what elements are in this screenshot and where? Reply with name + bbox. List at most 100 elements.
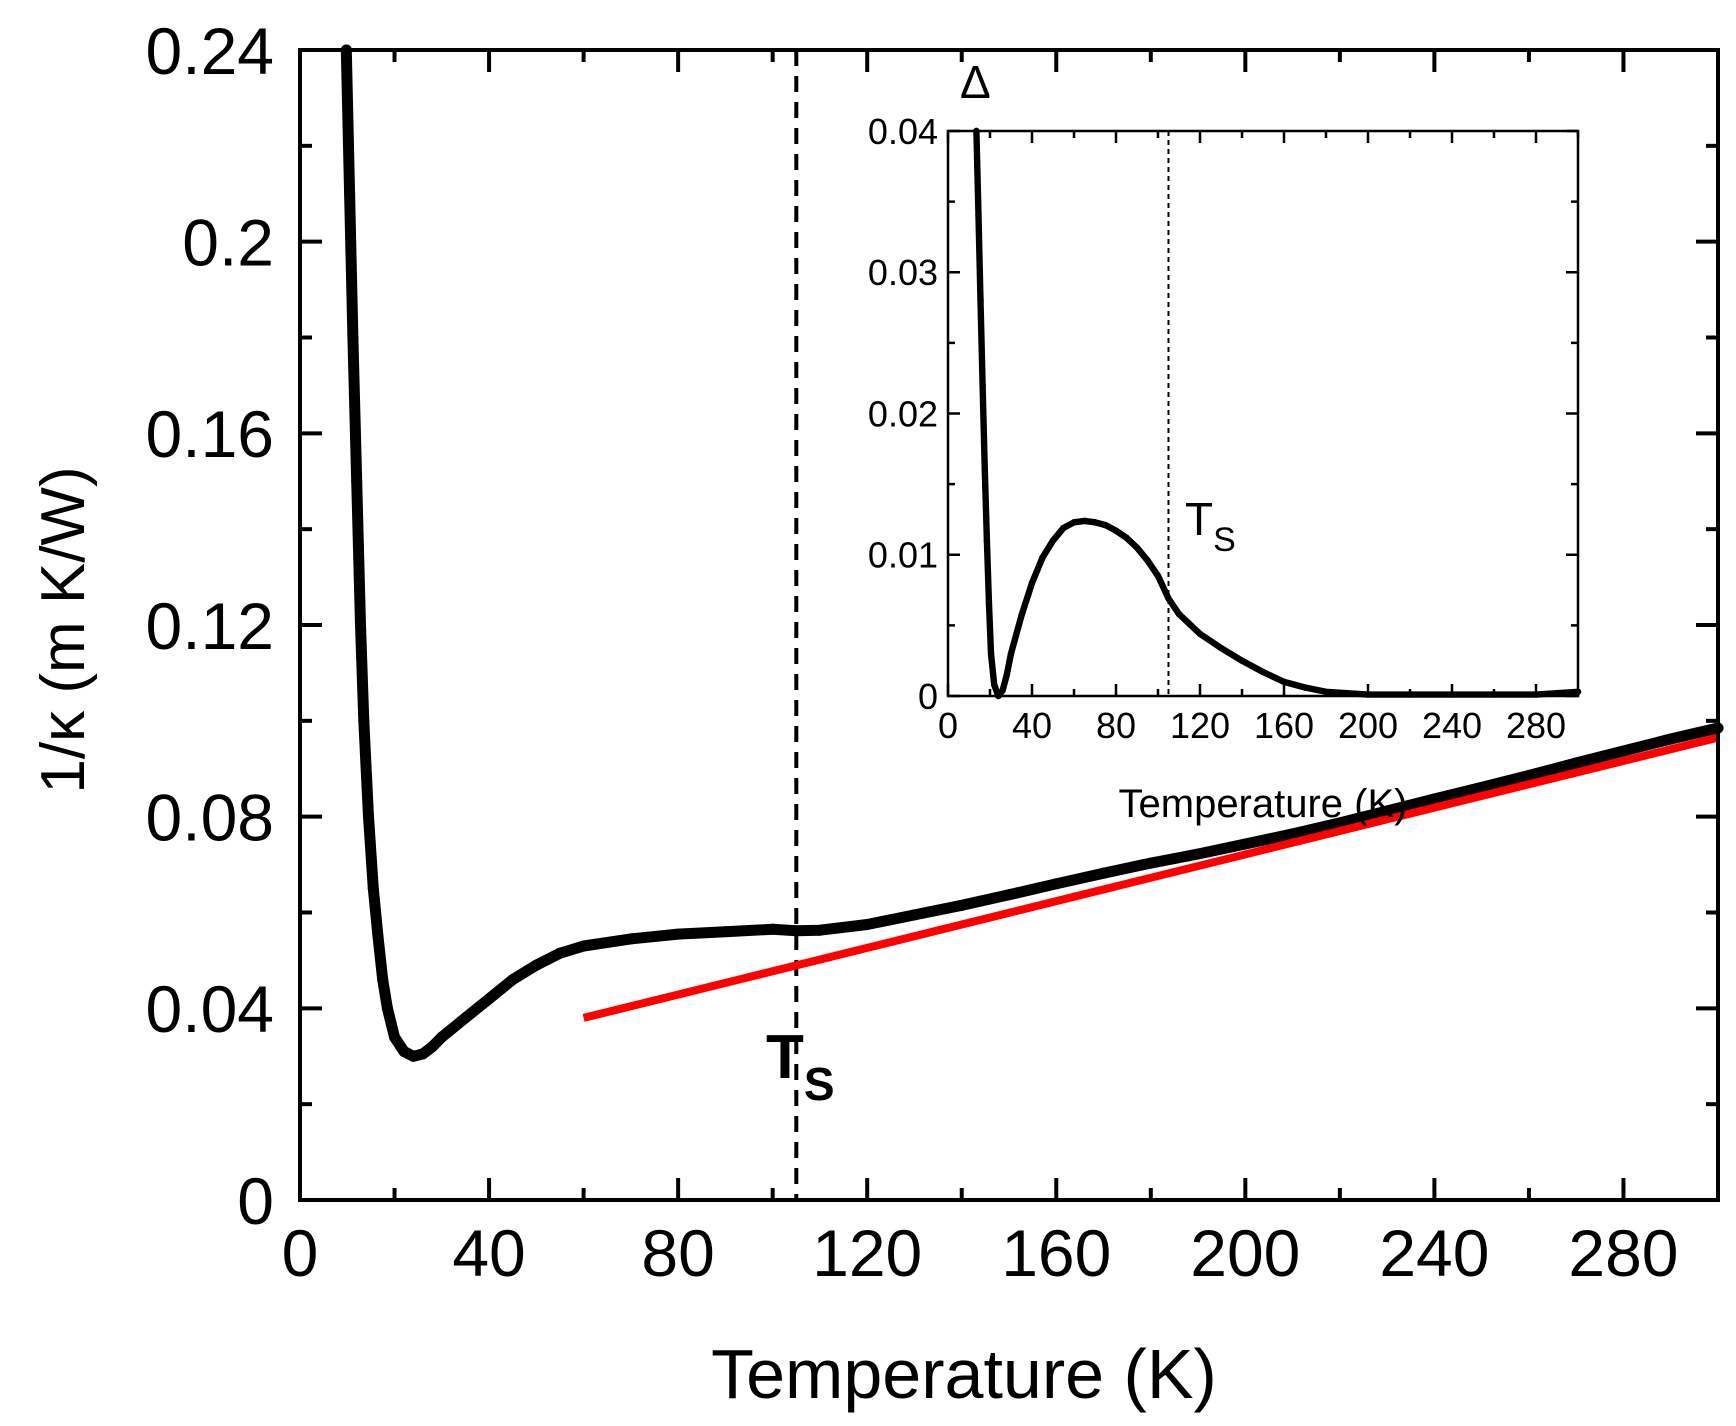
inset-data-point xyxy=(1060,524,1067,532)
inset-data-point xyxy=(1133,544,1141,551)
main-x-tick-label: 160 xyxy=(1001,1216,1111,1290)
main-data-point xyxy=(351,475,363,487)
main-x-tick-label: 0 xyxy=(282,1216,319,1290)
main-data-trace xyxy=(340,44,1724,1062)
inset-data-point xyxy=(1007,650,1015,657)
main-data-point xyxy=(358,715,370,727)
inset-y-tick-label: 0.02 xyxy=(868,393,938,434)
main-data-point xyxy=(554,947,566,959)
inset-data-point xyxy=(1112,527,1120,534)
inset-x-tick-label: 200 xyxy=(1338,705,1398,746)
inset-data-point xyxy=(987,650,995,657)
inset-x-axis-label: Temperature (K) xyxy=(1119,782,1408,826)
main-data-point xyxy=(1287,828,1299,840)
inset-data-point xyxy=(1102,521,1109,529)
inset-data-point xyxy=(1081,517,1088,525)
main-ts-label: TS xyxy=(766,1023,835,1110)
main-x-tick-label: 40 xyxy=(452,1216,525,1290)
main-axes: 0 40 80 120 160 200 240 280 0 0.04 0.08 0.12 0.16 0.2… xyxy=(146,14,1720,1290)
main-data-point xyxy=(956,899,968,911)
main-y-tick-label: 0.16 xyxy=(146,397,274,471)
inset-panel-label: Δ xyxy=(960,56,991,108)
main-data-point xyxy=(367,883,379,895)
inset-x-tick-label: 160 xyxy=(1254,705,1314,746)
inset-ts-subscript: S xyxy=(1213,521,1236,559)
main-data-point xyxy=(814,924,826,936)
main-data-point xyxy=(1145,857,1157,869)
inset-data-point xyxy=(975,212,982,219)
main-data-point xyxy=(719,926,731,938)
inset-data-point xyxy=(977,297,984,304)
main-x-tick-label: 80 xyxy=(641,1216,714,1290)
main-y-axis-label: 1/κ (m K/W) xyxy=(29,466,98,793)
inset-ts-letter: T xyxy=(1185,493,1213,545)
main-data-point xyxy=(355,619,367,631)
inset-x-tick-label: 40 xyxy=(1012,705,1052,746)
inset-data-point xyxy=(1018,612,1025,619)
main-x-axis-label: Temperature (K) xyxy=(711,1335,1217,1413)
inset-data-point xyxy=(1259,668,1267,676)
inset-data-point xyxy=(979,382,986,389)
inset-data-point xyxy=(1039,554,1046,561)
main-data-point xyxy=(377,974,389,986)
inset-data-point xyxy=(1301,684,1309,691)
main-data-point xyxy=(1334,817,1346,829)
main-data-point xyxy=(1098,867,1110,879)
inset-y-tick-label: 0.01 xyxy=(868,535,938,576)
main-y-tick-label: 0.12 xyxy=(146,589,274,663)
inset-x-tick-label: 240 xyxy=(1422,705,1482,746)
main-data-point xyxy=(363,811,375,823)
main-data-point xyxy=(625,933,637,945)
main-data-point xyxy=(1381,805,1393,817)
inset-data-point xyxy=(1175,610,1183,618)
inset-y-tick-label: 0 xyxy=(918,676,938,717)
main-y-tick-label: 0.2 xyxy=(182,205,274,279)
inset-x-tick-label: 120 xyxy=(1170,705,1230,746)
main-y-tick-label: 0.24 xyxy=(146,14,274,88)
inset-data-point xyxy=(1003,671,1010,679)
main-data-point xyxy=(1665,733,1677,745)
main-data-point xyxy=(1523,769,1535,781)
main-data-point xyxy=(407,1050,419,1062)
main-x-tick-label: 120 xyxy=(812,1216,922,1290)
main-data-point xyxy=(1003,889,1015,901)
inset-data-point xyxy=(1028,579,1036,587)
inset-ts-label: TS xyxy=(1185,493,1236,559)
inset-data-point xyxy=(1049,537,1057,544)
inset-x-tick-label: 0 xyxy=(938,705,958,746)
main-data-point xyxy=(389,1031,401,1043)
main-data-point xyxy=(459,1012,471,1024)
inset-data-point xyxy=(1217,644,1225,652)
main-data-point xyxy=(1239,838,1251,850)
main-x-tick-label: 280 xyxy=(1568,1216,1678,1290)
main-data-point xyxy=(1428,793,1440,805)
inset-data-point xyxy=(983,537,991,544)
inset-data-point xyxy=(991,681,998,688)
main-data-point xyxy=(1050,878,1062,890)
inset-data-point xyxy=(1196,630,1204,638)
inset-data-point xyxy=(1123,534,1130,541)
inset-data-point xyxy=(999,687,1006,694)
main-data-point xyxy=(436,1031,448,1043)
inset-background xyxy=(948,131,1578,696)
main-ts-letter: T xyxy=(766,1023,804,1092)
main-y-tick-label: 0 xyxy=(237,1164,274,1238)
main-fit-line xyxy=(582,733,1719,1022)
main-y-tick-label: 0.04 xyxy=(146,972,274,1046)
main-data-point xyxy=(372,930,384,942)
main-data-point xyxy=(347,332,359,343)
inset-data-point xyxy=(985,600,993,608)
inset-axes: 0 40 80 120 160 200 240 280 0 0.01 0.02 0.03 0.04 xyxy=(868,111,1580,746)
inset-data-point xyxy=(1144,557,1151,564)
main-y-tick-label: 0.08 xyxy=(146,780,274,854)
main-data-point xyxy=(426,1041,438,1053)
main-data-point xyxy=(908,909,920,921)
inset-y-tick-label: 0.04 xyxy=(868,111,938,152)
inset-data-point xyxy=(1154,572,1162,580)
main-data-point xyxy=(767,923,779,935)
main-x-tick-label: 240 xyxy=(1379,1216,1489,1290)
main-data-point xyxy=(1476,781,1488,793)
main-data-point xyxy=(1570,757,1582,769)
